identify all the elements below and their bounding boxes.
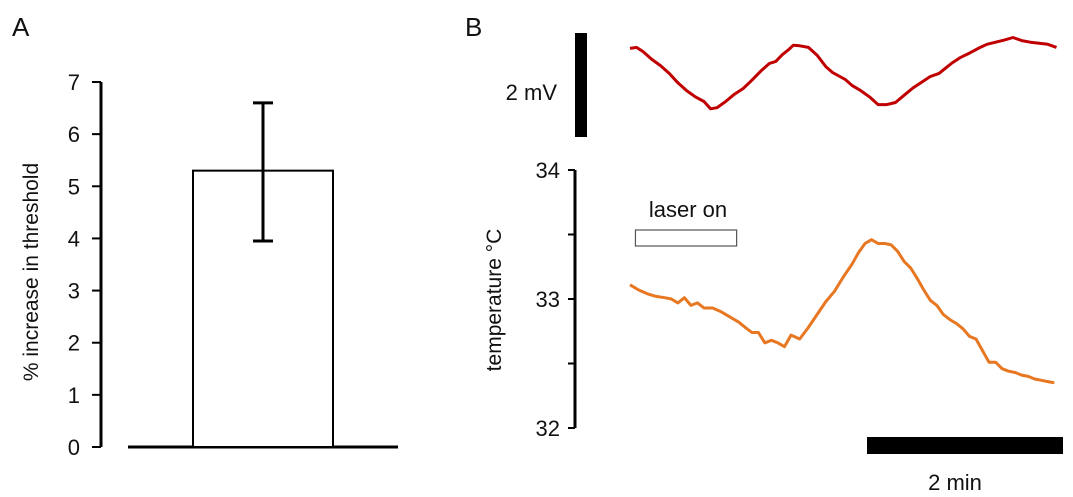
panel-a-y-axis-label: % increase in threshold — [20, 163, 43, 381]
panel-b-chart: 2 mV 32 33 34 temperature °C laser on 2 mi… — [483, 33, 1063, 495]
time-scale-bar — [867, 437, 1063, 454]
y-tick-label: 0 — [68, 435, 80, 460]
voltage-scale-bar — [575, 33, 587, 137]
y-tick-label: 2 — [68, 331, 80, 356]
error-bar — [253, 101, 273, 243]
panel-a-y-ticks — [92, 81, 101, 448]
laser-on-label: laser on — [649, 197, 727, 222]
temperature-trace — [629, 238, 1055, 385]
y-tick-label: 33 — [536, 287, 560, 312]
y-tick-label: 34 — [536, 158, 560, 183]
y-tick-label: 5 — [68, 174, 80, 199]
panel-b-label: B — [465, 12, 482, 42]
panel-a-y-tick-labels: 0 1 2 3 4 5 6 7 — [68, 70, 80, 460]
voltage-scale-label: 2 mV — [506, 80, 558, 105]
y-tick-label: 4 — [68, 226, 80, 251]
temperature-y-axis-label: temperature °C — [483, 229, 506, 372]
y-tick-label: 6 — [68, 122, 80, 147]
y-tick-label: 32 — [536, 416, 560, 441]
temperature-y-ticks — [568, 169, 575, 429]
laser-on-indicator — [634, 229, 738, 247]
temperature-y-tick-labels: 32 33 34 — [536, 158, 560, 441]
y-tick-label: 7 — [68, 70, 80, 95]
y-tick-label: 1 — [68, 383, 80, 408]
voltage-trace — [629, 36, 1058, 111]
panel-a-label: A — [12, 12, 30, 42]
panel-a-chart: 0 1 2 3 4 5 6 7 % increase in threshold — [20, 70, 398, 460]
time-scale-label: 2 min — [928, 470, 982, 495]
y-tick-label: 3 — [68, 279, 80, 304]
